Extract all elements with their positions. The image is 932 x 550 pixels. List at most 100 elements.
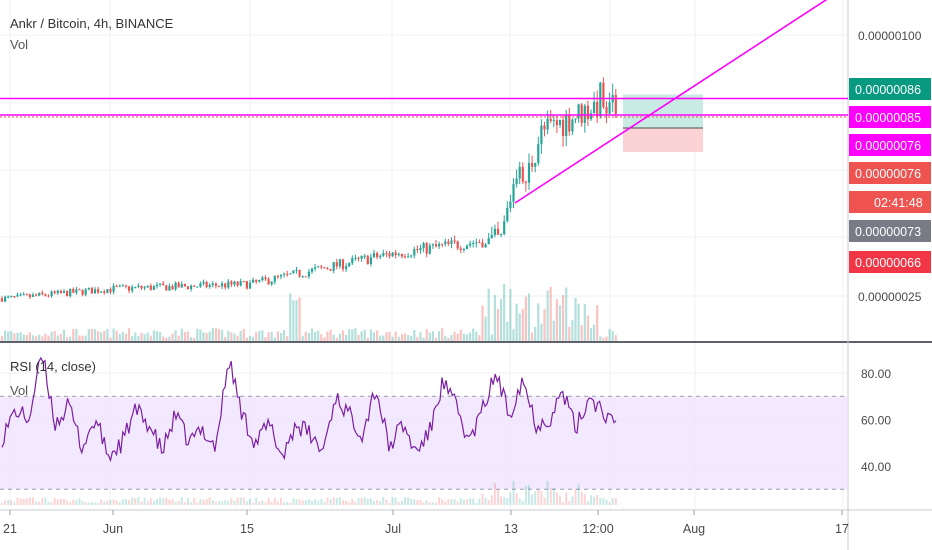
candle-body	[0, 298, 4, 302]
volume-bar	[221, 330, 224, 341]
candle-body	[4, 296, 7, 302]
volume-bar	[155, 331, 159, 341]
rsi-volume-bar	[233, 500, 236, 505]
volume-bar	[168, 336, 171, 341]
candle-body	[403, 256, 407, 258]
rsi-volume-bar	[97, 502, 100, 505]
volume-bar	[509, 289, 512, 341]
volume-bar	[31, 335, 35, 341]
candle-body	[391, 252, 394, 257]
rsi-volume-bar	[320, 499, 323, 505]
volume-bar	[183, 331, 186, 341]
candle-body	[289, 273, 292, 275]
rsi-volume-bar	[438, 497, 441, 505]
price-tick: 0.00000025	[858, 290, 922, 304]
rsi-volume-bar	[599, 497, 602, 505]
volume-bar	[276, 331, 279, 341]
volume-bar	[289, 293, 292, 341]
candle-body	[555, 120, 558, 126]
rsi-volume-bar	[249, 498, 251, 505]
candle-body	[360, 255, 363, 259]
rsi-volume-bar	[568, 500, 571, 505]
rsi-volume-legend: Vol	[10, 383, 29, 398]
candle-body	[527, 162, 531, 183]
volume-bar	[78, 335, 81, 341]
candle-body	[537, 144, 540, 164]
candle-body	[264, 277, 267, 280]
rsi-volume-bar	[168, 499, 171, 505]
rsi-volume-bar	[100, 499, 103, 505]
volume-bar	[310, 328, 314, 341]
candle-body	[146, 285, 149, 288]
candle-body	[208, 284, 211, 287]
candle-body	[66, 291, 69, 297]
volume-bar	[543, 309, 546, 341]
volume-bar	[462, 333, 465, 341]
candle-body	[267, 279, 270, 285]
volume-bar	[475, 331, 478, 341]
candle-body	[369, 257, 372, 265]
candle-body	[450, 240, 453, 244]
rsi-volume-bar	[385, 499, 388, 505]
rsi-volume-bar	[348, 502, 351, 505]
candle-body	[416, 249, 419, 251]
volume-bar	[341, 330, 345, 341]
rsi-volume-bar	[205, 499, 208, 505]
volume-bar	[242, 328, 245, 341]
volume-bar	[363, 329, 366, 341]
long-position-profit-zone	[623, 94, 703, 128]
volume-bar	[118, 333, 121, 341]
volume-bar	[527, 293, 531, 341]
rsi-volume-bar	[214, 501, 217, 505]
candle-body	[230, 281, 233, 285]
candle-body	[16, 294, 19, 297]
volume-bar	[16, 332, 19, 341]
volume-bar	[208, 331, 211, 341]
volume-bar	[379, 335, 382, 341]
rsi-volume-bar	[72, 499, 75, 505]
rsi-volume-bar	[391, 497, 394, 505]
rsi-volume-bar	[236, 497, 239, 505]
rsi-volume-bar	[388, 502, 391, 505]
volume-bar	[233, 333, 236, 341]
candle-body	[568, 115, 571, 132]
volume-bar	[596, 305, 599, 341]
candle-body	[419, 247, 422, 251]
volume-bar	[589, 328, 593, 341]
candle-body	[345, 266, 348, 270]
rsi-volume-bar	[304, 500, 307, 505]
volume-bar	[459, 329, 462, 341]
rsi-volume-bar	[38, 501, 41, 505]
candle-body	[338, 259, 341, 267]
rsi-volume-bar	[469, 498, 472, 505]
candle-body	[56, 290, 59, 294]
volume-bar	[345, 334, 348, 341]
rsi-volume-bar	[555, 492, 558, 505]
long-position-loss-zone	[623, 128, 703, 152]
candle-body	[307, 271, 310, 277]
volume-bar	[56, 335, 59, 341]
candle-body	[279, 274, 283, 277]
rsi-volume-bar	[289, 502, 292, 505]
volume-bar	[193, 337, 196, 341]
volume-bar	[13, 333, 16, 341]
rsi-line	[1, 356, 617, 463]
time-label: Jun	[103, 522, 123, 536]
rsi-volume-bar	[583, 494, 586, 505]
rsi-volume-bar	[125, 499, 127, 505]
rsi-volume-bar	[187, 498, 189, 505]
candle-body	[413, 249, 416, 256]
candle-body	[332, 262, 335, 271]
candle-body	[199, 283, 202, 287]
volume-bar	[190, 337, 193, 341]
volume-bar	[236, 335, 239, 341]
volume-bar	[100, 332, 103, 341]
candle-body	[320, 266, 323, 268]
candle-body	[276, 275, 279, 277]
time-label: 15	[240, 522, 254, 536]
volume-bar	[131, 336, 134, 341]
volume-bar	[152, 330, 155, 341]
rsi-volume-bar	[131, 497, 134, 505]
